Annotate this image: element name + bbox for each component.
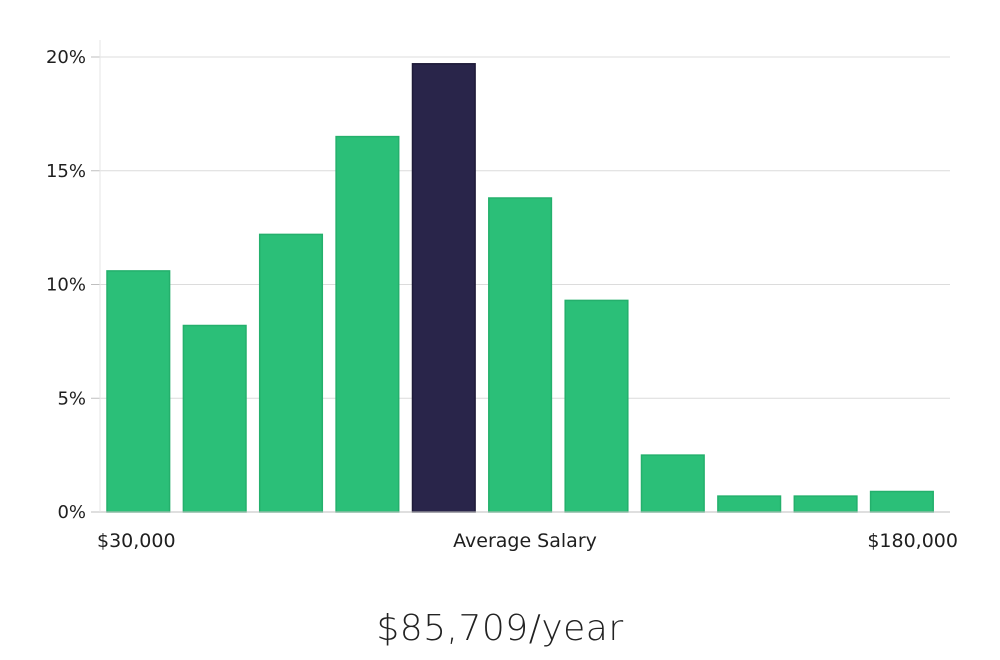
bar	[258, 233, 324, 513]
bar	[564, 299, 629, 513]
bar-average	[411, 63, 476, 513]
x-label-max: $180,000	[867, 530, 958, 552]
y-tick-label: 0%	[57, 502, 86, 523]
bar	[182, 324, 247, 513]
x-label-min: $30,000	[97, 530, 176, 552]
bar	[335, 135, 400, 513]
bar	[640, 454, 705, 513]
x-label-average: Average Salary	[453, 530, 597, 552]
bar	[488, 197, 553, 513]
average-salary-value: $85,709/year	[376, 608, 624, 649]
bar	[793, 495, 858, 513]
y-tick-label: 20%	[46, 47, 86, 68]
salary-histogram: 0% 5% 10% 15% 20% $30,000 Average Salary $18…	[46, 40, 958, 552]
y-tick-labels: 0% 5% 10% 15% 20%	[46, 47, 100, 523]
bar	[717, 495, 782, 513]
y-tick-label: 15%	[46, 161, 86, 182]
bars	[106, 63, 934, 513]
bar	[106, 270, 171, 513]
y-tick-label: 5%	[57, 388, 86, 409]
y-tick-label: 10%	[46, 275, 86, 296]
bar	[869, 490, 934, 513]
